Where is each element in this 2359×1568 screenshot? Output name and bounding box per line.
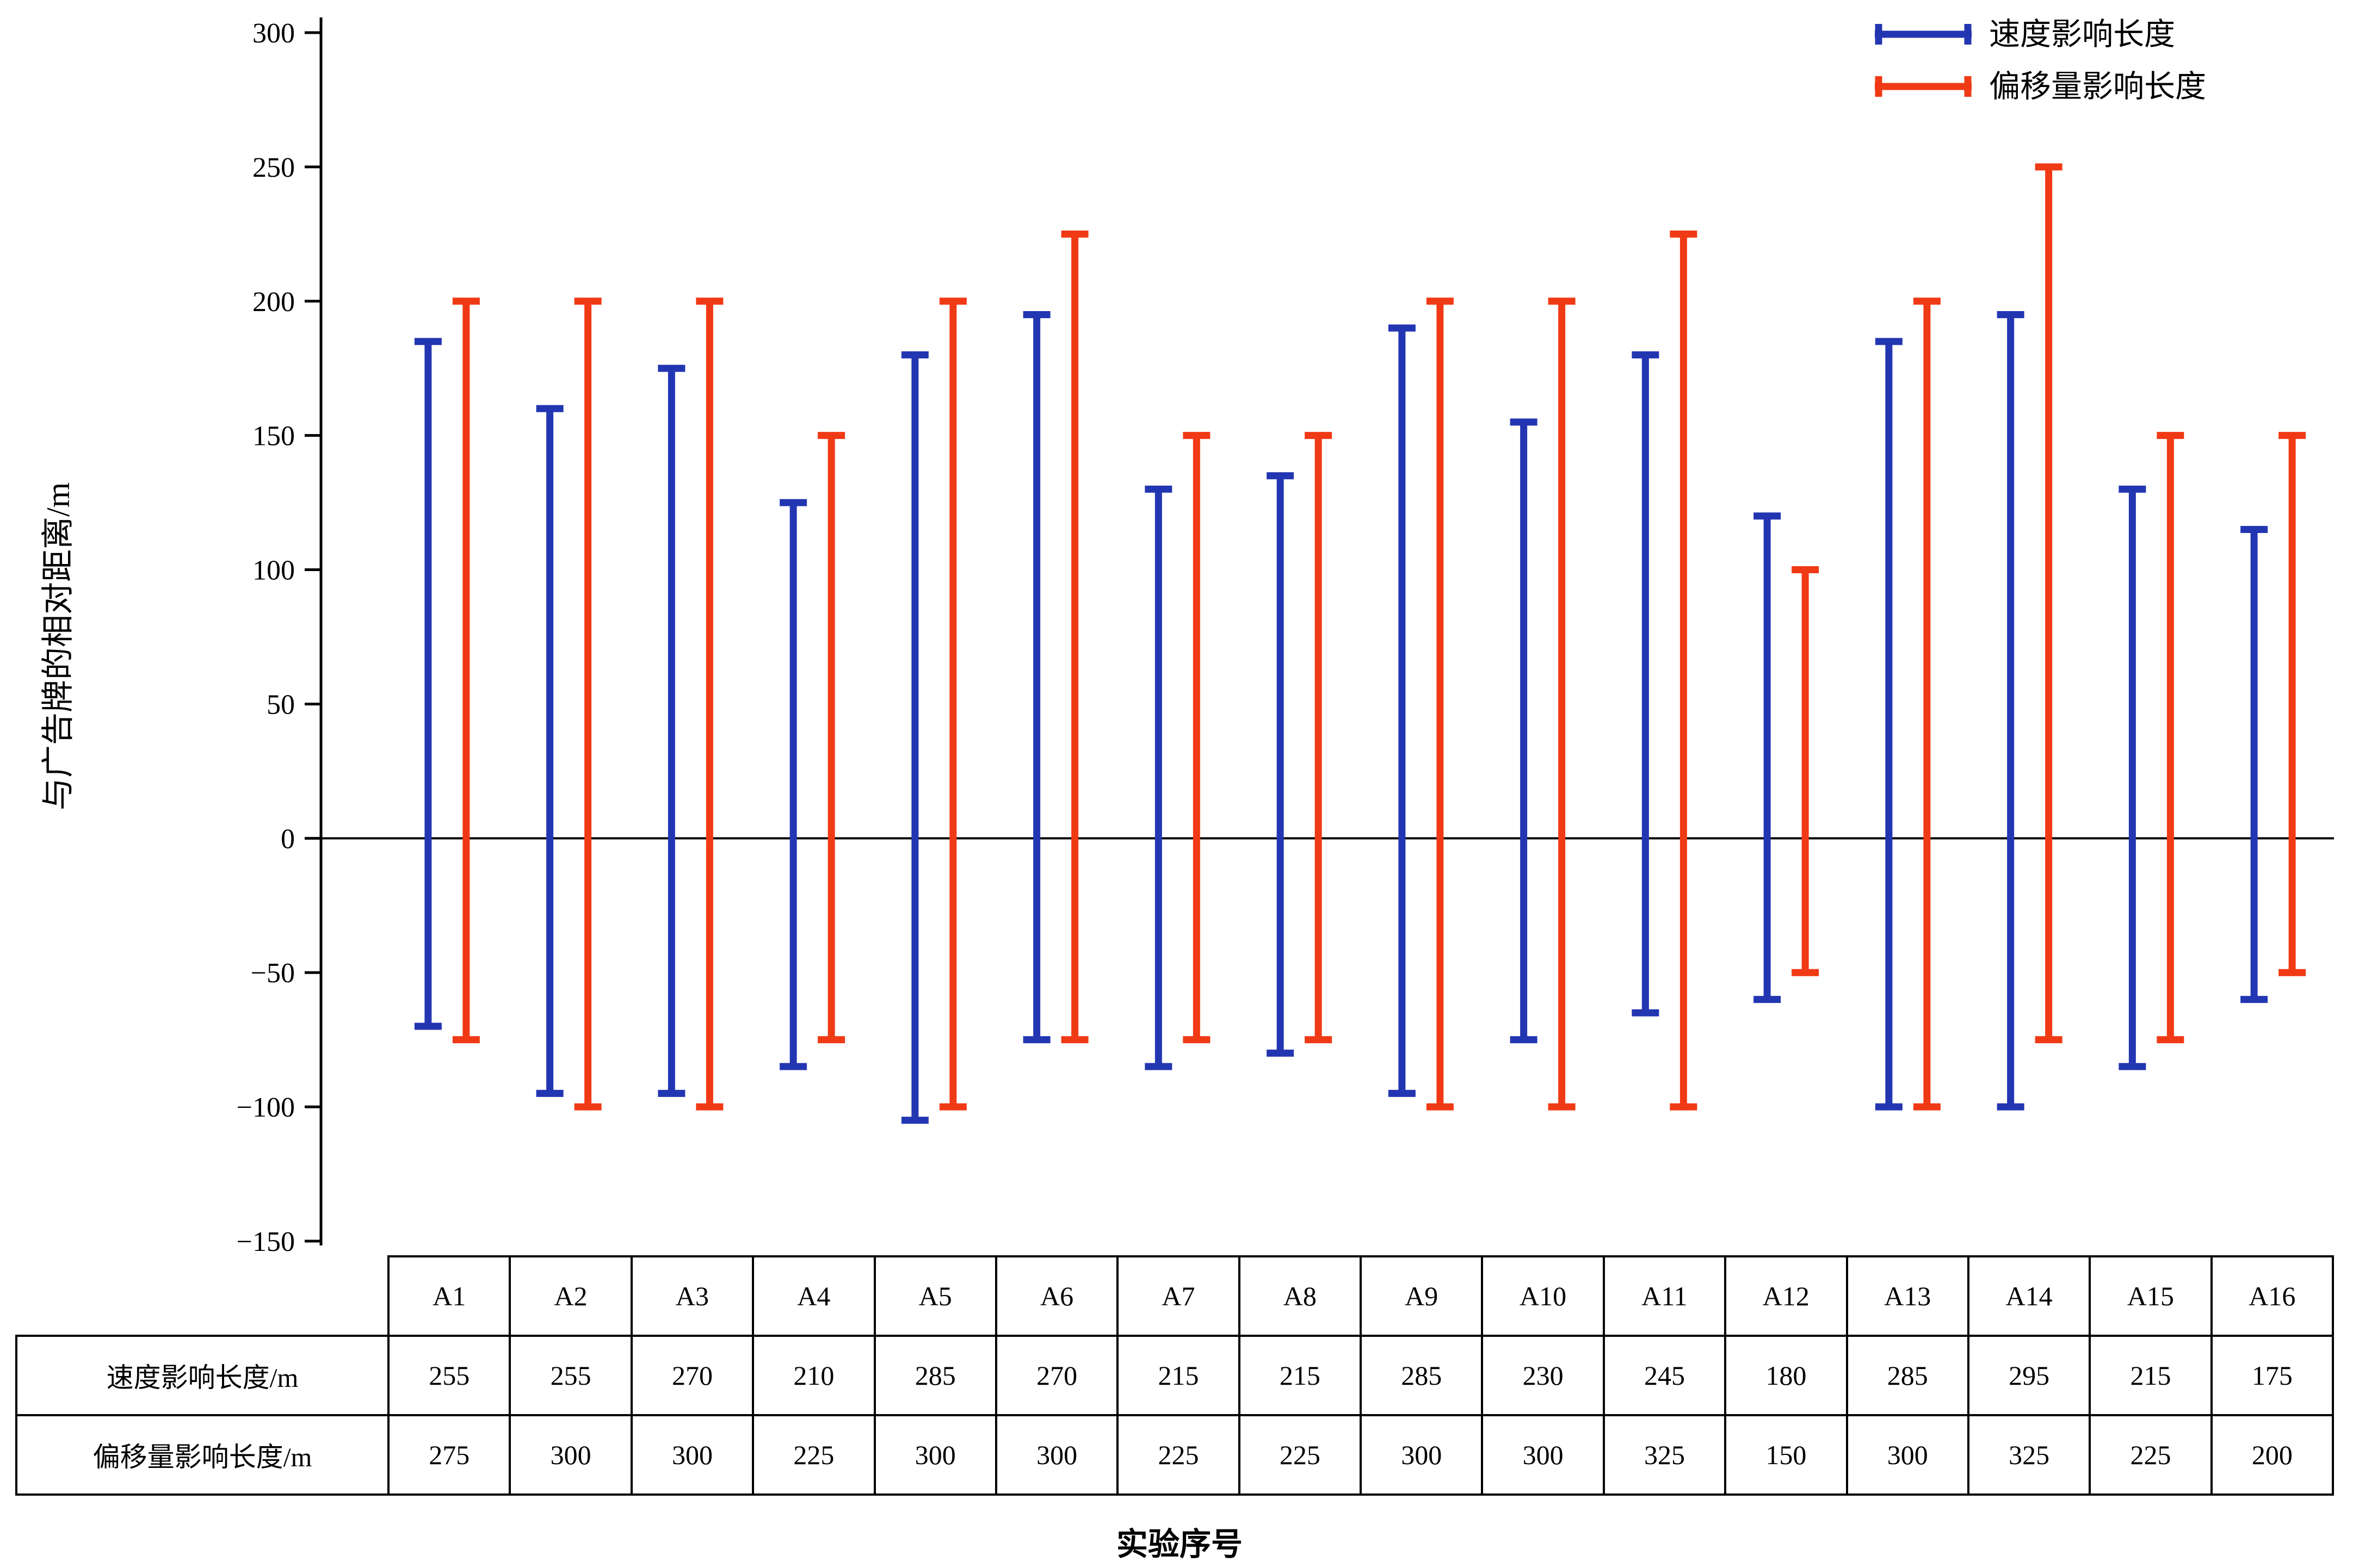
legend-item-speed: 速度影响长度	[1872, 15, 2206, 53]
table-cell: 285	[1359, 1335, 1484, 1416]
table-cell: 225	[1116, 1414, 1240, 1496]
speed-series-marker-icon	[1875, 24, 1972, 45]
y-tick-label: −50	[251, 958, 295, 989]
table-cell: 150	[1724, 1414, 1848, 1496]
table-col-header: A8	[1238, 1255, 1362, 1337]
y-tick-label: 0	[281, 823, 295, 854]
table-cell: 295	[1967, 1335, 2091, 1416]
y-tick-label: 50	[267, 689, 295, 720]
legend-label-offset: 偏移量影响长度	[1989, 69, 2206, 104]
table-col-header: A10	[1481, 1255, 1605, 1337]
table-cell: 245	[1602, 1335, 1727, 1416]
offset-series-marker-icon	[1875, 76, 1972, 97]
y-tick-label: 250	[252, 152, 295, 183]
table-cell: 275	[387, 1414, 511, 1496]
table-col-header: A15	[2089, 1255, 2213, 1337]
y-tick-label: 150	[252, 421, 295, 452]
table-col-header: A14	[1967, 1255, 2091, 1337]
data-table: A1 A2 A3 A4 A5 A6 A7 A8 A9 A10 A11 A12 A13 A14 A15 A16 速…	[15, 1255, 2335, 1496]
table-cell: 255	[509, 1335, 633, 1416]
y-tick-label: −100	[237, 1092, 295, 1123]
y-tick-label: 100	[252, 555, 295, 586]
table-cell: 215	[1238, 1335, 1362, 1416]
table-cell: 300	[630, 1414, 755, 1496]
table-col-header: A16	[2210, 1255, 2335, 1337]
table-col-header: A11	[1602, 1255, 1727, 1337]
table-cell: 270	[630, 1335, 755, 1416]
table-cell: 210	[752, 1335, 876, 1416]
table-col-header: A1	[387, 1255, 511, 1337]
table-cell: 175	[2210, 1335, 2335, 1416]
table-row: 偏移量影响长度/m 275 300 300 225 300 300 225 225 300 300 3…	[15, 1414, 2335, 1496]
y-tick-label: 200	[252, 287, 295, 318]
table-cell: 225	[2089, 1414, 2213, 1496]
table-cell: 255	[387, 1335, 511, 1416]
table-row: 速度影响长度/m 255 255 270 210 285 270 215 215 285 230 24…	[15, 1335, 2335, 1416]
table-cell: 225	[752, 1414, 876, 1496]
table-col-header: A6	[995, 1255, 1119, 1337]
series-offset-bars	[452, 163, 2306, 1111]
table-cell: 230	[1481, 1335, 1605, 1416]
legend-label-speed: 速度影响长度	[1989, 17, 2175, 52]
legend: 速度影响长度 偏移量影响长度	[1872, 15, 2206, 106]
table-cell: 325	[1967, 1414, 2091, 1496]
table-col-header: A2	[509, 1255, 633, 1337]
table-row-label: 速度影响长度/m	[15, 1335, 390, 1416]
table-col-header: A12	[1724, 1255, 1848, 1337]
table-cell: 300	[873, 1414, 997, 1496]
table-col-header: A5	[873, 1255, 997, 1337]
table-cell: 325	[1602, 1414, 1727, 1496]
table-col-header: A9	[1359, 1255, 1484, 1337]
table-header-row: A1 A2 A3 A4 A5 A6 A7 A8 A9 A10 A11 A12 A13 A14 A15 A16	[16, 1255, 2335, 1337]
legend-item-offset: 偏移量影响长度	[1872, 67, 2206, 106]
table-cell: 300	[1481, 1414, 1605, 1496]
y-tick-label: −150	[237, 1226, 295, 1257]
data-table-wrap: A1 A2 A3 A4 A5 A6 A7 A8 A9 A10 A11 A12 A13 A14 A15 A16 速…	[15, 1255, 2335, 1496]
table-cell: 200	[2210, 1414, 2335, 1496]
y-tick-label: 300	[252, 18, 295, 49]
x-axis-title: 实验序号	[1116, 1527, 1243, 1562]
y-axis-title: 与广告牌的相对距离/m	[40, 482, 76, 810]
series-speed-bars	[414, 311, 2268, 1124]
y-axis	[305, 17, 323, 1245]
table-col-header: A4	[752, 1255, 876, 1337]
table-cell: 300	[995, 1414, 1119, 1496]
table-row-label: 偏移量影响长度/m	[15, 1414, 390, 1496]
y-tick-labels: 300 250 200 150 100 50 0 −50 −100 −150	[237, 18, 295, 1257]
table-cell: 300	[1359, 1414, 1484, 1496]
table-cell: 285	[873, 1335, 997, 1416]
table-cell: 270	[995, 1335, 1119, 1416]
table-corner-blank	[16, 1256, 388, 1336]
table-cell: 180	[1724, 1335, 1848, 1416]
table-cell: 300	[509, 1414, 633, 1496]
table-cell: 215	[1116, 1335, 1240, 1416]
table-col-header: A13	[1845, 1255, 1969, 1337]
table-cell: 225	[1238, 1414, 1362, 1496]
table-col-header: A7	[1116, 1255, 1240, 1337]
table-cell: 300	[1845, 1414, 1969, 1496]
table-col-header: A3	[630, 1255, 755, 1337]
table-cell: 285	[1845, 1335, 1969, 1416]
table-cell: 215	[2089, 1335, 2213, 1416]
